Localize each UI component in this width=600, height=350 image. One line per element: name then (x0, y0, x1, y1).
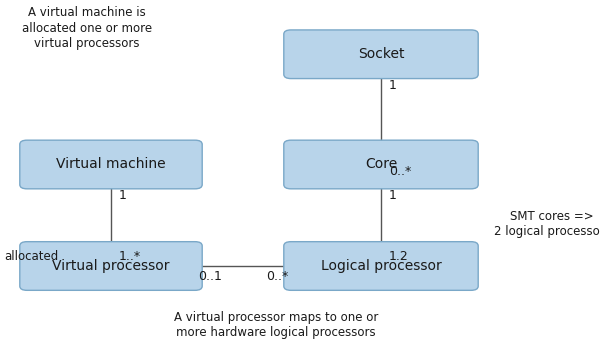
Text: 0..*: 0..* (389, 165, 411, 178)
Text: 0..*: 0..* (266, 270, 288, 283)
Text: 1: 1 (389, 189, 397, 202)
Text: A virtual machine is
allocated one or more
virtual processors: A virtual machine is allocated one or mo… (22, 7, 152, 49)
Text: Socket: Socket (358, 47, 404, 61)
Text: 1..*: 1..* (119, 250, 141, 263)
Text: A virtual processor maps to one or
more hardware logical processors: A virtual processor maps to one or more … (174, 311, 378, 339)
FancyBboxPatch shape (20, 241, 202, 290)
Text: 1: 1 (119, 189, 127, 202)
Text: 1.2: 1.2 (389, 250, 409, 263)
Text: 1: 1 (389, 79, 397, 92)
Text: Logical processor: Logical processor (320, 259, 442, 273)
Text: 0..1: 0..1 (198, 270, 222, 283)
Text: allocated: allocated (4, 250, 58, 263)
FancyBboxPatch shape (284, 30, 478, 78)
FancyBboxPatch shape (284, 241, 478, 290)
Text: Core: Core (365, 158, 397, 172)
FancyBboxPatch shape (284, 140, 478, 189)
Text: SMT cores =>
2 logical processors: SMT cores => 2 logical processors (494, 210, 600, 238)
Text: Virtual machine: Virtual machine (56, 158, 166, 172)
FancyBboxPatch shape (20, 140, 202, 189)
Text: Virtual processor: Virtual processor (52, 259, 170, 273)
